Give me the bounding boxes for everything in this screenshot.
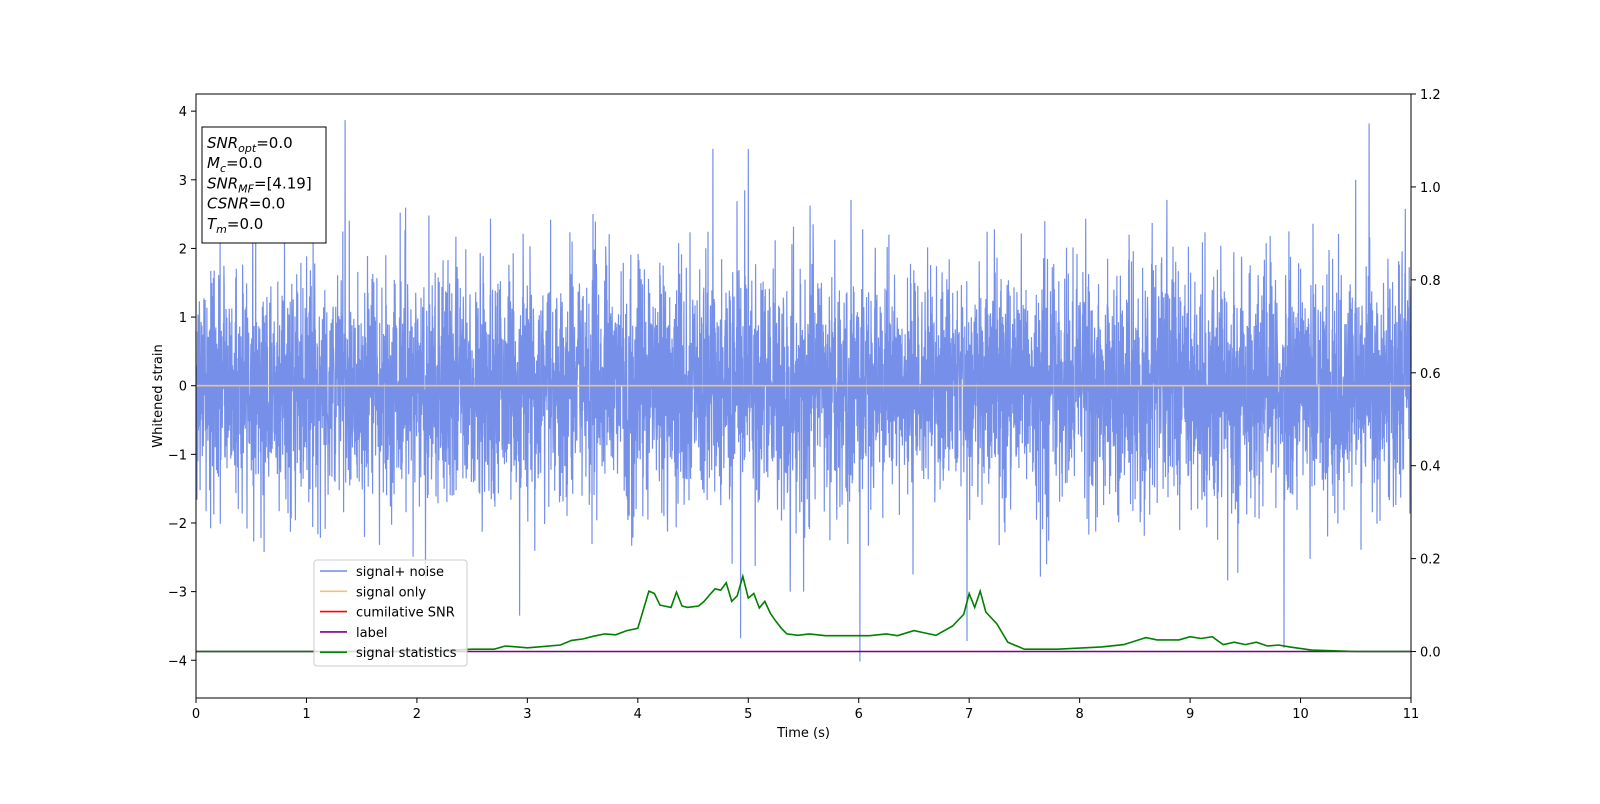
y-tick-label: −2 [168,517,187,532]
x-axis-label: Time (s) [776,726,830,741]
legend-frame [313,559,468,667]
x-tick-label: 5 [744,707,752,722]
y2-tick-label: 0.6 [1420,367,1441,382]
y2-tick-label: 1.2 [1420,88,1441,103]
y-tick-label: 3 [179,174,187,189]
y-tick-label: 2 [179,242,187,257]
info-box-frame [201,126,327,244]
series-line-signal-statistics [196,573,1411,653]
y-tick-label: −4 [168,654,187,669]
x-tick-label: 6 [855,707,863,722]
y2-tick-label: 0.0 [1420,646,1441,661]
legend-label: signal statistics [356,646,457,661]
x-tick-label: 9 [1186,707,1194,722]
y-tick-label: 4 [179,105,187,120]
series-signal-noise [195,120,1412,662]
legend-label: signal+ noise [356,565,444,580]
y2-tick-label: 0.2 [1420,553,1441,568]
info-line: SNRMF=[4.19] [207,174,312,195]
y-axis-label: Whitened strain [151,344,166,447]
legend: signal+ noise signal only cumilative SNR la… [313,559,468,667]
y2-tick-label: 0.8 [1420,274,1441,289]
x-tick-label: 0 [192,707,200,722]
legend-label: cumilative SNR [356,606,455,621]
axis-ticks: 0 1 2 3 4 5 6 7 8 9 10 11 −4 −3 −2 −1 0 1 2 3 4 0.0 0.2 0.4 0.6 0… [168,88,1441,722]
x-tick-label: 4 [634,707,642,722]
y2-tick-label: 1.0 [1420,181,1441,196]
info-line: Tm=0.0 [207,215,263,236]
info-line: SNRopt=0.0 [207,134,293,155]
x-tick-label: 10 [1292,707,1309,722]
legend-label: signal only [356,585,426,600]
y2-tick-label: 0.4 [1420,460,1441,475]
x-tick-label: 11 [1403,707,1420,722]
x-tick-label: 7 [965,707,973,722]
x-tick-label: 2 [413,707,421,722]
x-tick-label: 1 [302,707,310,722]
axes-frame [195,93,1412,699]
info-line: Mc=0.0 [207,154,262,175]
y-tick-label: 0 [179,380,187,395]
y-tick-label: 1 [179,311,187,326]
info-line: CSNR=0.0 [207,195,285,213]
series-line-signal-noise [195,120,1412,662]
y-tick-label: −1 [168,448,187,463]
x-tick-label: 3 [523,707,531,722]
y-tick-label: −3 [168,586,187,601]
x-tick-label: 8 [1075,707,1083,722]
legend-label: label [356,626,387,641]
